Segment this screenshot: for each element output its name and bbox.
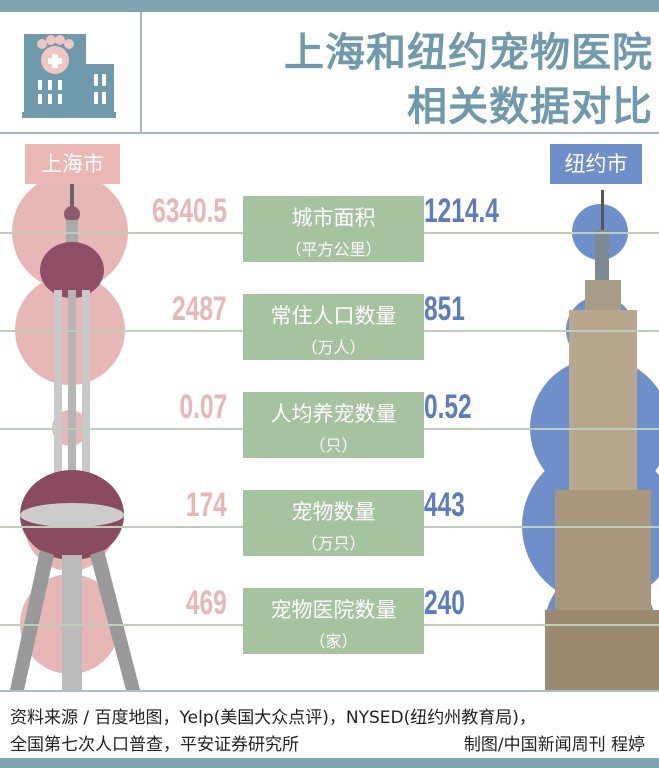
title-line-1: 上海和纽约宠物医院 bbox=[284, 30, 653, 76]
city-label-shanghai: 上海市 bbox=[25, 144, 120, 184]
source-line-1: 资料来源 / 百度地图，Yelp(美国大众点评)，NYSED(纽约州教育局)， bbox=[10, 708, 536, 728]
top-bar bbox=[0, 0, 659, 12]
shanghai-value: 0.07 bbox=[179, 388, 227, 426]
category-label: 宠物数量 bbox=[291, 500, 376, 524]
new-york-value: 443 bbox=[424, 486, 465, 524]
credit: 制图/中国新闻周刊 程婷 bbox=[463, 735, 645, 755]
category-box: 人均养宠数量 （只） bbox=[243, 392, 424, 458]
shanghai-value: 174 bbox=[186, 486, 227, 524]
category-label: 宠物医院数量 bbox=[270, 598, 397, 622]
category-label: 城市面积 bbox=[291, 206, 376, 230]
bottom-bar bbox=[0, 758, 659, 768]
category-unit: （平方公里） bbox=[285, 240, 382, 259]
category-unit: （万只） bbox=[301, 534, 366, 553]
empire-state-building-image bbox=[545, 190, 659, 690]
category-unit: （万人） bbox=[301, 338, 366, 357]
category-box: 常住人口数量 （万人） bbox=[243, 294, 424, 360]
category-box: 宠物数量 （万只） bbox=[243, 490, 424, 556]
category-label: 常住人口数量 bbox=[270, 304, 397, 328]
city-label-new-york: 纽约市 bbox=[550, 144, 642, 184]
oriental-pearl-tower-image bbox=[10, 180, 140, 690]
new-york-value: 1214.4 bbox=[424, 192, 499, 230]
new-york-value: 851 bbox=[424, 290, 465, 328]
shanghai-value: 2487 bbox=[172, 290, 227, 328]
new-york-value: 0.52 bbox=[424, 388, 472, 426]
new-york-value: 240 bbox=[424, 584, 465, 622]
category-box: 城市面积 （平方公里） bbox=[243, 196, 424, 262]
source-line-2: 全国第七次人口普查，平安证券研究所 bbox=[10, 735, 299, 755]
header-bottom-line bbox=[0, 132, 659, 134]
category-unit: （只） bbox=[309, 436, 358, 455]
category-unit: （家） bbox=[309, 632, 358, 651]
category-box: 宠物医院数量 （家） bbox=[243, 588, 424, 654]
title-line-2: 相关数据对比 bbox=[407, 84, 653, 130]
shanghai-value: 6340.5 bbox=[152, 192, 227, 230]
footer-top-line bbox=[0, 690, 659, 692]
category-label: 人均养宠数量 bbox=[270, 402, 397, 426]
pet-hospital-building-icon bbox=[22, 34, 116, 118]
shanghai-value: 469 bbox=[186, 584, 227, 622]
header-divider bbox=[140, 12, 142, 132]
